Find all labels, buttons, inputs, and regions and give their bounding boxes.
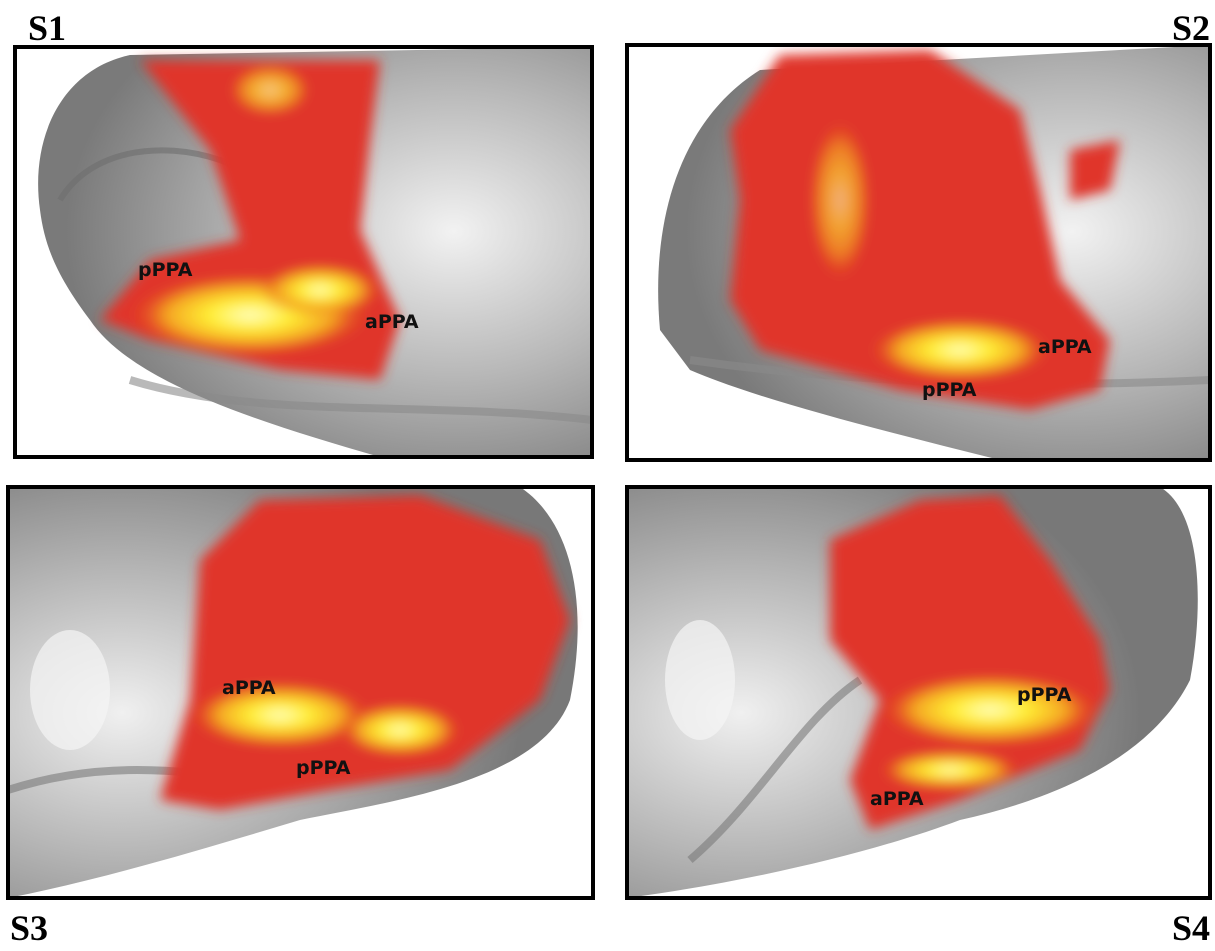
panel-label: S1 bbox=[28, 8, 66, 48]
region-label: aPPA bbox=[870, 788, 924, 810]
panel-label: S3 bbox=[10, 908, 48, 946]
region-label: aPPA bbox=[365, 311, 419, 333]
region-label: aPPA bbox=[1038, 336, 1092, 358]
panel-s1 bbox=[38, 47, 592, 457]
region-label: aPPA bbox=[222, 677, 276, 699]
region-label: pPPA bbox=[922, 379, 977, 401]
region-label: pPPA bbox=[1017, 684, 1072, 706]
panel-s3 bbox=[8, 487, 578, 898]
region-label: pPPA bbox=[296, 757, 351, 779]
panel-s4 bbox=[627, 487, 1198, 898]
panel-label: S4 bbox=[1172, 908, 1210, 946]
panel-label: S2 bbox=[1172, 8, 1210, 48]
region-label: pPPA bbox=[138, 259, 193, 281]
figure: S1 S2 S3 S4 pPPA aPPA aPPA pPPA aPPA pPP… bbox=[0, 0, 1215, 946]
